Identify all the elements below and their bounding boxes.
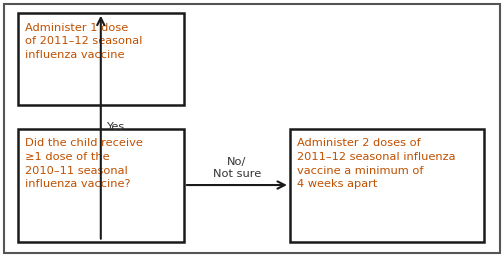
Bar (290, 128, 484, 242)
Text: No/
Not sure: No/ Not sure (213, 157, 261, 179)
Bar (18, 128, 184, 242)
Text: Yes: Yes (106, 122, 124, 132)
Text: Did the child receive
≥1 dose of the
2010–11 seasonal
influenza vaccine?: Did the child receive ≥1 dose of the 201… (25, 139, 143, 189)
Bar (18, 13, 184, 105)
Text: Administer 1 dose
of 2011–12 seasonal
influenza vaccine: Administer 1 dose of 2011–12 seasonal in… (25, 23, 142, 60)
Text: Administer 2 doses of
2011–12 seasonal influenza
vaccine a minimum of
4 weeks ap: Administer 2 doses of 2011–12 seasonal i… (297, 139, 455, 189)
